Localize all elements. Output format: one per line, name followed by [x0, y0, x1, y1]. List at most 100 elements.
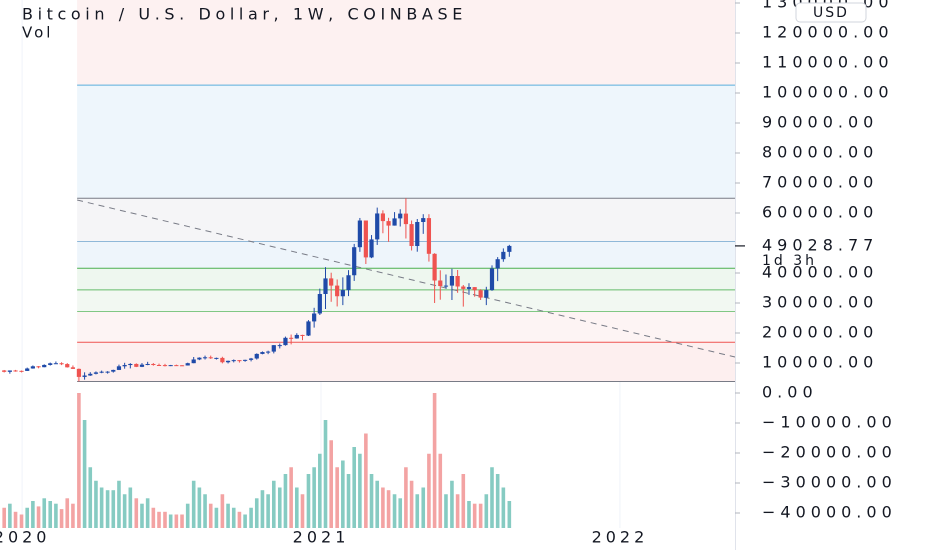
volume-bar — [42, 498, 47, 528]
volume-bar — [312, 467, 316, 528]
candle-body — [352, 247, 357, 276]
candle-body — [294, 334, 299, 339]
volume-bar — [226, 503, 230, 528]
candle-layer — [2, 198, 512, 382]
volume-bar — [398, 498, 403, 528]
trend-line — [77, 199, 736, 358]
volume-bar — [409, 480, 414, 528]
candle-body — [398, 213, 403, 219]
volume-bar — [214, 507, 219, 528]
y-tick-label: −20000.00 — [762, 443, 897, 462]
candle-body — [134, 363, 139, 367]
volume-bar — [25, 507, 30, 528]
volume-bar — [65, 498, 70, 528]
fib-band — [77, 311, 736, 343]
volume-bar — [375, 480, 380, 528]
volume-bar — [122, 494, 127, 528]
currency-label[interactable]: USD — [813, 5, 849, 21]
candle-body — [48, 363, 53, 365]
y-tick-label: 70000.00 — [762, 173, 878, 192]
volume-bar — [335, 467, 339, 528]
volume-layer — [2, 393, 512, 528]
candle-body — [53, 363, 58, 365]
volume-bar — [203, 494, 207, 528]
volume-bar — [105, 490, 110, 528]
volume-label: Vol — [22, 24, 53, 42]
volume-bar — [59, 509, 64, 528]
volume-bar — [254, 498, 259, 528]
volume-bar — [48, 501, 53, 528]
candle-body — [36, 366, 41, 368]
volume-bar — [289, 467, 293, 528]
volume-bar — [220, 494, 225, 528]
candle-body — [329, 278, 334, 286]
candle-body — [65, 364, 70, 368]
volume-bar — [191, 480, 196, 528]
y-tick-label: 40000.00 — [762, 263, 878, 282]
volume-bar — [341, 460, 345, 528]
candle-body — [507, 245, 512, 252]
candle-body — [449, 276, 455, 286]
volume-bar — [157, 511, 161, 528]
volume-bar — [185, 503, 190, 528]
candle-body — [139, 364, 145, 367]
candle-body — [317, 294, 322, 314]
candle-body — [156, 364, 162, 366]
volume-bar — [88, 467, 93, 528]
volume-bar — [243, 514, 247, 528]
candle-body — [76, 368, 82, 377]
candle-body — [266, 351, 271, 353]
volume-bar — [415, 494, 420, 528]
volume-bar — [507, 501, 512, 528]
volume-bar — [329, 440, 333, 528]
candle-body — [283, 337, 288, 346]
candle-body — [461, 286, 466, 289]
volume-bar — [438, 453, 443, 528]
volume-bar — [237, 511, 242, 528]
volume-bar — [490, 467, 494, 528]
volume-bar — [8, 503, 12, 528]
volume-bar — [13, 511, 18, 528]
candle-body — [369, 239, 374, 258]
volume-bar — [392, 494, 397, 528]
candle-body — [357, 220, 362, 248]
volume-bar — [117, 480, 121, 528]
fib-band — [77, 241, 736, 269]
candle-body — [254, 353, 259, 359]
candle-body — [443, 285, 449, 287]
candle-body — [7, 370, 12, 372]
candle-body — [380, 213, 385, 222]
y-tick-label: 80000.00 — [762, 143, 878, 162]
volume-bar — [323, 420, 328, 528]
volume-bar — [364, 433, 368, 528]
candle-body — [472, 287, 477, 291]
volume-bar — [197, 487, 202, 528]
volume-bar — [140, 503, 144, 528]
candle-body — [220, 357, 225, 363]
y-tick-label: −10000.00 — [762, 413, 897, 432]
candle-body — [323, 278, 328, 294]
candle-body — [174, 365, 179, 367]
candle-body — [289, 337, 294, 339]
volume-bar — [231, 507, 236, 528]
y-tick-label: 30000.00 — [762, 293, 878, 312]
candle-body — [30, 366, 35, 369]
candle-body — [455, 276, 460, 287]
volume-bar — [484, 494, 489, 528]
currency-button[interactable] — [795, 2, 867, 23]
candle-body — [409, 224, 414, 246]
fib-band — [77, 85, 736, 199]
candle-body — [421, 218, 426, 222]
candle-body — [340, 290, 345, 297]
candle-body — [82, 375, 87, 377]
volume-bar — [450, 480, 454, 528]
candle-body — [116, 366, 122, 370]
candle-body — [426, 218, 432, 254]
candle-body — [128, 363, 133, 366]
candle-body — [111, 369, 116, 372]
candle-body — [231, 360, 236, 362]
volume-bar — [277, 487, 282, 528]
candle-body — [392, 218, 397, 226]
